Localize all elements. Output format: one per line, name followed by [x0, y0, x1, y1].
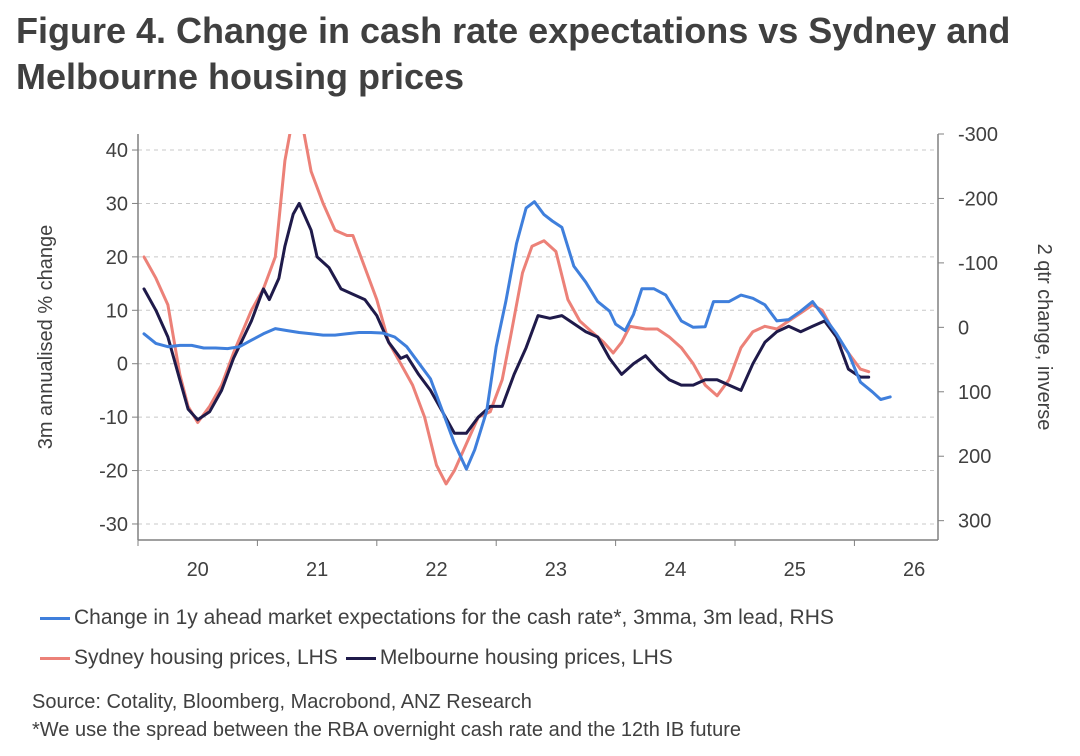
- y-tick-label: 10: [106, 300, 128, 322]
- chart-title: Figure 4. Change in cash rate expectatio…: [16, 10, 1011, 97]
- cash-rate-expectations-line: [142, 200, 892, 471]
- y2-tick-label: -200: [958, 188, 998, 210]
- y-axis-label: 3m annualised % change: [35, 225, 57, 450]
- legend: Change in 1y ahead market expectations f…: [40, 598, 842, 678]
- sydney-line: [142, 134, 871, 486]
- x-tick-label: 25: [784, 559, 806, 581]
- x-tick-label: 23: [545, 559, 567, 581]
- y2-tick-label: -300: [958, 124, 998, 146]
- y2-axis-label: 2 qtr change, inverse: [1033, 244, 1055, 431]
- source-text: Source: Cotality, Bloomberg, Macrobond, …: [32, 691, 532, 713]
- y-tick-label: -10: [99, 407, 128, 429]
- x-tick-label: 21: [306, 559, 328, 581]
- x-tick-label: 20: [187, 559, 209, 581]
- y2-tick-label: -100: [958, 253, 998, 275]
- x-tick-label: 24: [664, 559, 686, 581]
- axes: [132, 133, 944, 546]
- legend-row-1: Change in 1y ahead market expectations f…: [40, 598, 842, 638]
- legend-item-red: Sydney housing prices, LHS: [74, 646, 338, 669]
- y-tick-label: -30: [99, 514, 128, 536]
- legend-item-navy: Melbourne housing prices, LHS: [379, 646, 673, 669]
- y-tick-label: 30: [106, 193, 128, 215]
- y2-tick-label: 300: [958, 511, 991, 533]
- legend-swatch-navy: [345, 656, 376, 660]
- y2-tick-label: 100: [958, 382, 991, 404]
- source-note: Source: Cotality, Bloomberg, Macrobond, …: [32, 688, 741, 744]
- y2-tick-label: 0: [958, 317, 969, 339]
- legend-item-blue: Change in 1y ahead market expectations f…: [74, 606, 834, 629]
- footnote-text: *We use the spread between the RBA overn…: [32, 719, 741, 741]
- legend-row-2: Sydney housing prices, LHS Melbourne hou…: [40, 638, 842, 678]
- x-tick-label: 22: [425, 559, 447, 581]
- chart-canvas: 403020100-10-20-30-300-200-1000100200300…: [35, 124, 1055, 581]
- y-tick-label: 20: [106, 247, 128, 269]
- y2-tick-label: 200: [958, 446, 991, 468]
- x-tick-label: 26: [903, 559, 925, 581]
- tick-labels: 403020100-10-20-30-300-200-1000100200300…: [99, 124, 998, 581]
- melbourne-line: [142, 201, 871, 435]
- legend-swatch-red: [40, 656, 70, 660]
- legend-swatch-blue: [40, 616, 70, 620]
- y-tick-label: -20: [99, 461, 128, 483]
- y-tick-label: 0: [117, 354, 128, 376]
- y-tick-label: 40: [106, 140, 128, 162]
- series-lines: [142, 134, 892, 486]
